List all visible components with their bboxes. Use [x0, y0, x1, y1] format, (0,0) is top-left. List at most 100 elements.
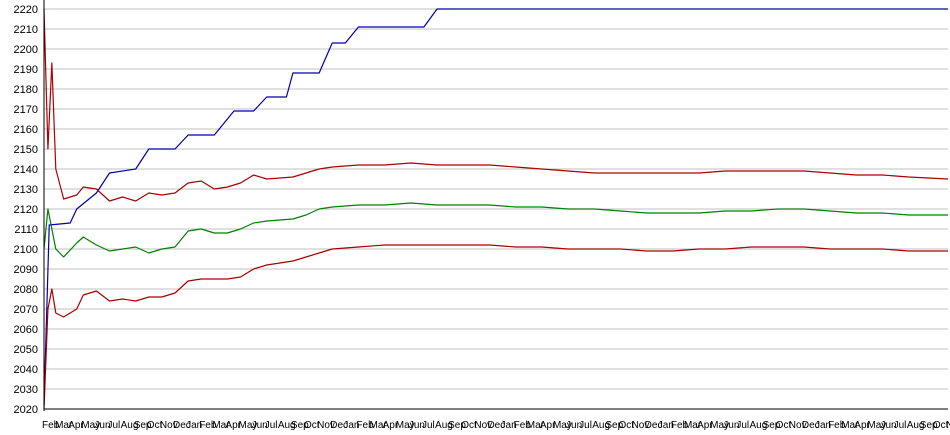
- y-tick-label: 2030: [14, 384, 38, 396]
- x-tick-label: Oct: [461, 420, 477, 431]
- y-tick-label: 2100: [14, 244, 38, 256]
- x-tick-label: Jun: [94, 420, 110, 431]
- x-tick-label: Apr: [68, 420, 84, 431]
- grid-lines: [44, 8, 948, 410]
- x-tick-label: Jun: [723, 420, 739, 431]
- x-tick-label: Jul: [579, 420, 592, 431]
- x-tick-label: Aug: [749, 420, 767, 431]
- x-tick-label: Jun: [566, 420, 582, 431]
- y-tick-label: 2210: [14, 24, 38, 36]
- x-tick-label: Jul: [736, 420, 749, 431]
- y-tick-label: 2080: [14, 284, 38, 296]
- x-tick-label: Mar: [370, 420, 388, 431]
- x-tick-label: Mar: [841, 420, 859, 431]
- x-tick-label: Aug: [121, 420, 139, 431]
- x-tick-label: Dec: [487, 420, 505, 431]
- x-tick-label: Feb: [356, 420, 374, 431]
- x-tick-label: Mar: [684, 420, 702, 431]
- x-tick-label: Apr: [540, 420, 556, 431]
- x-tick-label: Feb: [199, 420, 217, 431]
- x-tick-label: Sep: [134, 420, 152, 431]
- x-tick-label: Mar: [212, 420, 230, 431]
- x-tick-label: Jan: [343, 420, 359, 431]
- x-tick-label: Apr: [854, 420, 870, 431]
- y-tick-label: 2060: [14, 324, 38, 336]
- series-line-4: [43, 244, 948, 410]
- x-tick-label: Nov: [474, 420, 492, 431]
- x-tick-label: Oct: [776, 420, 792, 431]
- x-tick-label: Jul: [108, 420, 121, 431]
- x-tick-label: Nov: [160, 420, 178, 431]
- x-tick-label: Sep: [291, 420, 309, 431]
- series-lines: [43, 8, 949, 410]
- x-tick-label: May: [553, 420, 572, 431]
- x-tick-label: Jul: [422, 420, 435, 431]
- x-tick-label: Jul: [265, 420, 278, 431]
- x-tick-label: Dec: [173, 420, 191, 431]
- x-tick-label: May: [710, 420, 729, 431]
- x-tick-label: Apr: [383, 420, 399, 431]
- y-tick-label: 2200: [14, 44, 38, 56]
- y-tick-label: 2130: [14, 184, 38, 196]
- y-tick-label: 2090: [14, 264, 38, 276]
- x-tick-label: May: [81, 420, 100, 431]
- x-tick-label: Mar: [527, 420, 545, 431]
- x-tick-label: May: [867, 420, 886, 431]
- x-tick-label: Sep: [763, 420, 781, 431]
- x-tick-label: Aug: [278, 420, 296, 431]
- x-tick-label: Feb: [514, 420, 532, 431]
- x-tick-label: Feb: [671, 420, 689, 431]
- x-tick-label: Sep: [605, 420, 623, 431]
- x-tick-label: Nov: [789, 420, 807, 431]
- x-tick-label: Apr: [697, 420, 713, 431]
- x-tick-label: Feb: [42, 420, 60, 431]
- x-tick-label: Aug: [592, 420, 610, 431]
- x-tick-label: Mar: [55, 420, 73, 431]
- x-tick-label: May: [396, 420, 415, 431]
- series-line-1: [43, 8, 948, 406]
- y-tick-label: 2150: [14, 144, 38, 156]
- x-tick-label: Jul: [894, 420, 907, 431]
- x-tick-label: Feb: [828, 420, 846, 431]
- y-tick-label: 2190: [14, 64, 38, 76]
- x-tick-label: Dec: [645, 420, 663, 431]
- y-tick-label: 2050: [14, 344, 38, 356]
- x-tick-label: Nov: [632, 420, 650, 431]
- y-tick-label: 2160: [14, 124, 38, 136]
- y-tick-label: 2140: [14, 164, 38, 176]
- x-tick-label: Nov: [317, 420, 335, 431]
- series-line-2: [43, 8, 949, 202]
- x-tick-label: Nov: [946, 420, 950, 431]
- x-tick-label: Jan: [501, 420, 517, 431]
- x-tick-label: Oct: [618, 420, 634, 431]
- y-axis-tick-labels: 2020 2030 2040 2050 2060 2070 2080 2090 2100 2110…: [14, 4, 38, 416]
- y-tick-label: 2170: [14, 104, 38, 116]
- x-tick-label: Jun: [880, 420, 896, 431]
- x-tick-label: Aug: [907, 420, 925, 431]
- x-tick-label: Jun: [409, 420, 425, 431]
- x-tick-label: Jan: [815, 420, 831, 431]
- y-tick-label: 2040: [14, 364, 38, 376]
- x-tick-label: May: [239, 420, 258, 431]
- series-line-3: [43, 202, 948, 258]
- y-tick-label: 2020: [14, 404, 38, 416]
- x-tick-label: Sep: [448, 420, 466, 431]
- y-tick-label: 2180: [14, 84, 38, 96]
- x-tick-label: Sep: [920, 420, 938, 431]
- y-tick-label: 2070: [14, 304, 38, 316]
- x-tick-label: Jun: [252, 420, 268, 431]
- x-tick-label: Aug: [435, 420, 453, 431]
- x-tick-label: Oct: [147, 420, 163, 431]
- y-tick-label: 2220: [14, 4, 38, 16]
- x-tick-label: Dec: [330, 420, 348, 431]
- x-tick-label: Oct: [933, 420, 949, 431]
- x-tick-label: Jan: [186, 420, 202, 431]
- x-tick-label: Dec: [802, 420, 820, 431]
- x-tick-label: Oct: [304, 420, 320, 431]
- axes: [43, 0, 948, 411]
- y-tick-label: 2120: [14, 204, 38, 216]
- x-tick-label: Jan: [658, 420, 674, 431]
- y-tick-label: 2110: [14, 224, 38, 236]
